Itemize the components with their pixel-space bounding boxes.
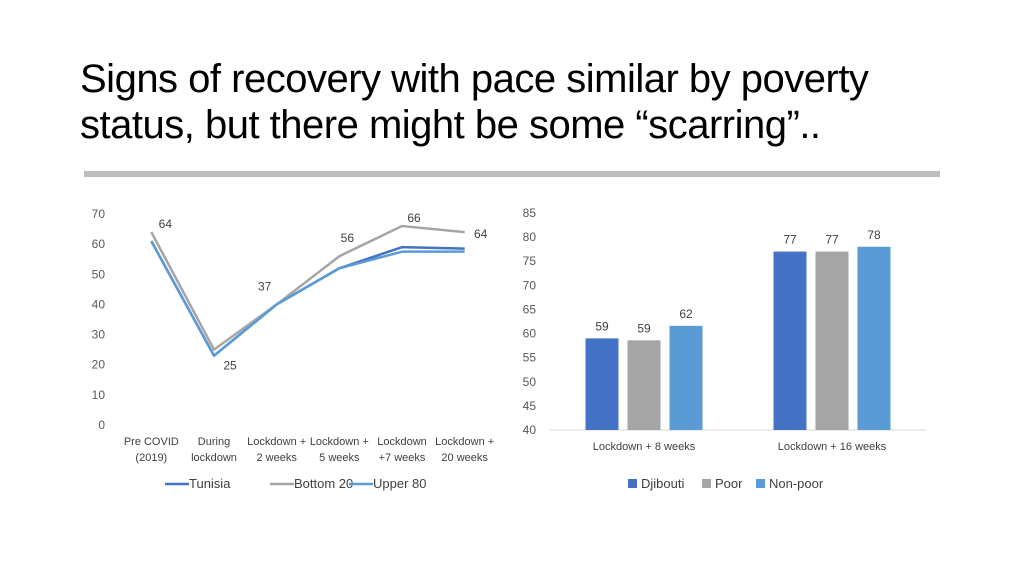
y-tick-label: 50 (92, 267, 106, 281)
data-label: 62 (679, 307, 693, 321)
bar-poor (815, 251, 849, 430)
x-tick-label: Lockdown + 20 weeks (435, 436, 494, 464)
legend-label: Bottom 20 (294, 476, 353, 491)
x-tick-label: Lockdown + 8 weeks (593, 441, 696, 453)
legend-swatch (702, 479, 711, 488)
y-tick-label: 70 (523, 278, 537, 292)
legend-label: Non-poor (769, 476, 824, 491)
data-label: 64 (159, 217, 173, 231)
x-tick-label-line: Pre COVID (124, 436, 179, 448)
y-tick-label: 10 (92, 388, 106, 402)
y-tick-label: 65 (523, 302, 537, 316)
y-tick-label: 45 (523, 399, 537, 413)
x-tick-label-line: 20 weeks (441, 452, 488, 464)
y-tick-label: 20 (92, 358, 106, 372)
y-tick-label: 85 (523, 206, 537, 220)
data-label: 78 (867, 228, 881, 242)
x-tick-label: Pre COVID (2019) (124, 436, 179, 464)
y-tick-label: 70 (92, 207, 106, 221)
y-tick-label: 80 (523, 230, 537, 244)
title-divider (84, 171, 940, 177)
series-line-bottom-20 (150, 224, 465, 351)
x-tick-label-line: Lockdown + (435, 436, 494, 448)
series-line-upper-80 (150, 240, 465, 357)
x-tick-label-line: Lockdown + (310, 436, 369, 448)
data-label: 59 (595, 319, 609, 333)
series-line-tunisia (150, 240, 465, 357)
legend-label: Upper 80 (373, 476, 426, 491)
bar-djibouti (773, 251, 807, 430)
legend-label: Tunisia (189, 476, 231, 491)
data-label: 56 (341, 231, 355, 245)
y-tick-label: 0 (98, 418, 105, 432)
legend-swatch (628, 479, 637, 488)
data-label: 77 (783, 233, 797, 247)
y-tick-label: 30 (92, 328, 106, 342)
legend-swatch (756, 479, 765, 488)
x-tick-label-line: During (198, 436, 230, 448)
x-tick-label-line: 5 weeks (319, 452, 360, 464)
y-tick-label: 40 (523, 423, 537, 437)
line-chart: 0 10 20 30 40 50 60 70 Pre COVID (2019) During lock… (92, 207, 495, 491)
x-tick-label-line: Lockdown + (247, 436, 306, 448)
data-label: 37 (258, 279, 272, 293)
x-tick-label-line: lockdown (191, 452, 237, 464)
x-tick-label: Lockdown +7 weeks (377, 436, 427, 464)
y-tick-label: 40 (92, 297, 106, 311)
legend-label: Poor (715, 476, 743, 491)
bar-non-poor (857, 246, 891, 430)
x-tick-label: Lockdown + 2 weeks (247, 436, 306, 464)
x-tick-label: During lockdown (191, 436, 237, 464)
y-tick-label: 60 (523, 327, 537, 341)
data-label: 59 (637, 321, 651, 335)
x-tick-label-line: Lockdown (377, 436, 427, 448)
y-tick-label: 75 (523, 254, 537, 268)
x-tick-label-line: 2 weeks (256, 452, 297, 464)
bar-djibouti (585, 338, 619, 430)
data-label: 77 (825, 233, 839, 247)
y-tick-label: 55 (523, 351, 537, 365)
x-tick-label: Lockdown + 16 weeks (778, 441, 887, 453)
y-tick-label: 50 (523, 375, 537, 389)
slide-title: Signs of recovery with pace similar by p… (80, 57, 869, 147)
bar-chart: 40 45 50 55 60 65 70 75 80 85 Lockdown + 8 weeks 59… (523, 206, 926, 491)
x-tick-label-line: +7 weeks (379, 452, 426, 464)
x-tick-label-line: (2019) (135, 452, 167, 464)
x-tick-label: Lockdown + 5 weeks (310, 436, 369, 464)
data-label: 64 (474, 227, 488, 241)
legend-label: Djibouti (641, 476, 684, 491)
bar-non-poor (669, 325, 703, 430)
bar-poor (627, 340, 661, 430)
data-label: 25 (223, 359, 237, 373)
y-tick-label: 60 (92, 237, 106, 251)
data-label: 66 (407, 211, 421, 225)
